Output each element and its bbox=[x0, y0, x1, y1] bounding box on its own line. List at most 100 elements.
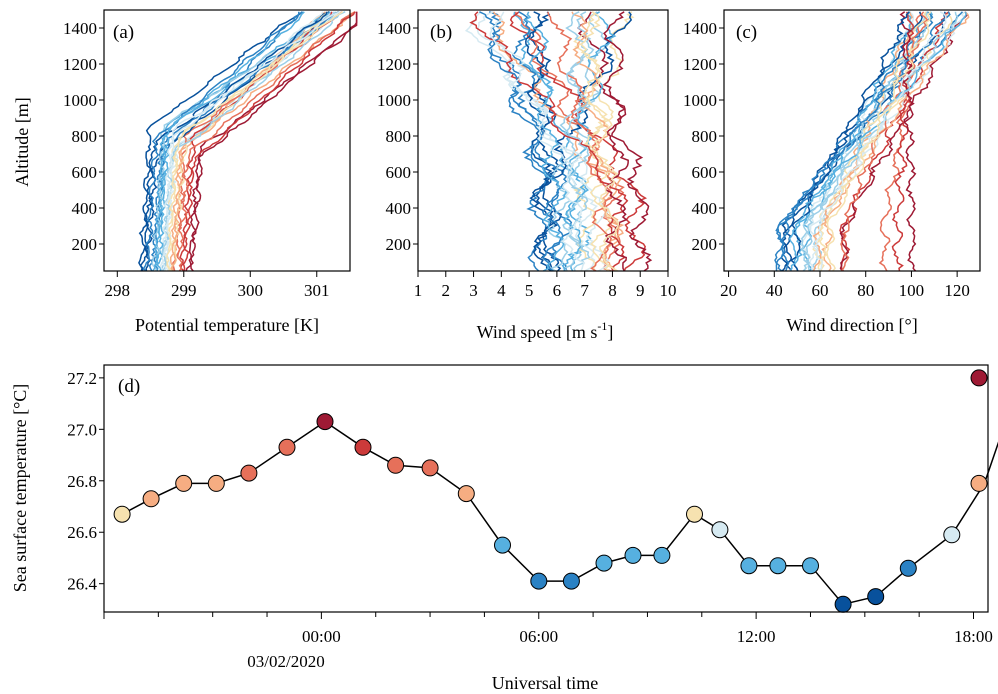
panel-b-ticks: 200 400 600 800 1000 1200 1400 1 2 3 4 5 6 7 8 9 10 bbox=[377, 19, 677, 300]
x-tick-label: 1 bbox=[414, 281, 423, 300]
y-tick-label: 1000 bbox=[63, 91, 97, 110]
panel-b: (b) 2004006008001000120014001 2 3 4 5 6 7 8 9 10 … bbox=[377, 10, 677, 342]
x-tick-label: 300 bbox=[238, 281, 264, 300]
y-tick-label: 400 bbox=[72, 199, 98, 218]
x-tick-label: 8 bbox=[608, 281, 617, 300]
y-tick-label: 200 bbox=[692, 235, 718, 254]
y-tick-label: 800 bbox=[692, 127, 718, 146]
sst-point bbox=[531, 573, 547, 589]
profile-line bbox=[162, 12, 345, 271]
profile-line bbox=[173, 12, 342, 271]
profile-line bbox=[823, 12, 913, 271]
sst-point bbox=[654, 547, 670, 563]
sst-point bbox=[971, 475, 987, 491]
x-tick-label: 6 bbox=[553, 281, 562, 300]
panel-c-xlabel: Wind direction [°] bbox=[786, 315, 917, 335]
y-tick-label: 26.8 bbox=[67, 472, 97, 491]
sst-point bbox=[687, 506, 703, 522]
sst-point bbox=[944, 527, 960, 543]
y-tick-label: 27.0 bbox=[67, 420, 97, 439]
sst-point bbox=[208, 475, 224, 491]
y-tick-label: 600 bbox=[72, 163, 98, 182]
x-tick-label: 100 bbox=[899, 281, 925, 300]
x-tick-label: 120 bbox=[944, 281, 970, 300]
x-tick-label: 18:00 bbox=[954, 627, 993, 646]
x-tick-label: 10 bbox=[660, 281, 677, 300]
sst-point bbox=[835, 596, 851, 612]
x-tick-label: 00:00 bbox=[302, 627, 341, 646]
panel-d-ylabel: Sea surface temperature [°C] bbox=[10, 384, 30, 593]
panel-b-label: (b) bbox=[430, 22, 452, 43]
y-tick-label: 1400 bbox=[377, 19, 411, 38]
sst-point bbox=[495, 537, 511, 553]
sst-point bbox=[458, 486, 474, 502]
x-tick-label: 80 bbox=[857, 281, 874, 300]
sst-point bbox=[868, 589, 884, 605]
y-tick-label: 400 bbox=[386, 199, 412, 218]
y-tick-label: 1000 bbox=[377, 91, 411, 110]
sst-point bbox=[741, 558, 757, 574]
sst-line bbox=[122, 378, 998, 604]
panel-a: (a) 200 400 600 800 1000 1200 1400 298 299 300 301… bbox=[12, 10, 357, 335]
sst-point bbox=[279, 439, 295, 455]
y-tick-label: 27.2 bbox=[67, 369, 97, 388]
profile-line bbox=[790, 12, 967, 271]
y-tick-label: 1000 bbox=[683, 91, 717, 110]
y-tick-label: 200 bbox=[386, 235, 412, 254]
sst-point bbox=[422, 460, 438, 476]
y-tick-label: 400 bbox=[692, 199, 718, 218]
sst-point bbox=[355, 439, 371, 455]
sst-point bbox=[596, 555, 612, 571]
x-tick-label: 298 bbox=[105, 281, 131, 300]
profile-line bbox=[178, 12, 356, 271]
panel-b-xlabel-sup: -1 bbox=[597, 319, 607, 333]
y-tick-label: 600 bbox=[386, 163, 412, 182]
sst-point bbox=[388, 457, 404, 473]
sst-point bbox=[176, 475, 192, 491]
sst-point bbox=[114, 506, 130, 522]
x-tick-label: 12:00 bbox=[737, 627, 776, 646]
panel-a-xlabel: Potential temperature [K] bbox=[135, 315, 319, 335]
y-tick-label: 600 bbox=[692, 163, 718, 182]
sst-point bbox=[241, 465, 257, 481]
sst-point bbox=[971, 370, 987, 386]
panel-d-xlabel: Universal time bbox=[492, 673, 598, 693]
panel-c: (c) 200 400 600 800 1000 1200 1400 20 40 60 80 100 1… bbox=[683, 10, 980, 335]
sst-point bbox=[900, 560, 916, 576]
panel-d: (d) 26.426.626.827.027.200:00 06:00 12:00 1… bbox=[10, 365, 998, 693]
panel-b-xlabel-end: ] bbox=[607, 322, 613, 342]
y-tick-label: 1200 bbox=[683, 55, 717, 74]
panel-d-ticks: 26.4 26.6 26.8 27.0 27.2 00:00 06:00 12:00 18:00 bbox=[67, 369, 993, 646]
x-tick-label: 60 bbox=[812, 281, 829, 300]
panel-b-profiles bbox=[466, 12, 651, 271]
panel-d-frame bbox=[104, 365, 988, 612]
panel-d-series-line bbox=[122, 378, 998, 604]
x-tick-label: 06:00 bbox=[519, 627, 558, 646]
y-tick-label: 26.4 bbox=[67, 575, 97, 594]
x-tick-label: 299 bbox=[171, 281, 197, 300]
x-tick-label: 301 bbox=[304, 281, 330, 300]
x-tick-label: 9 bbox=[636, 281, 645, 300]
x-tick-label: 4 bbox=[497, 281, 506, 300]
sst-point bbox=[803, 558, 819, 574]
x-tick-label: 3 bbox=[469, 281, 478, 300]
y-tick-label: 800 bbox=[386, 127, 412, 146]
sst-point bbox=[563, 573, 579, 589]
y-tick-label: 800 bbox=[72, 127, 98, 146]
panel-c-profiles bbox=[775, 12, 969, 271]
y-tick-label: 200 bbox=[72, 235, 98, 254]
sst-point bbox=[143, 491, 159, 507]
x-tick-label: 2 bbox=[442, 281, 451, 300]
x-tick-label: 7 bbox=[580, 281, 589, 300]
sst-point bbox=[770, 558, 786, 574]
y-tick-label: 1400 bbox=[683, 19, 717, 38]
sst-point bbox=[625, 547, 641, 563]
x-tick-label: 20 bbox=[720, 281, 737, 300]
y-tick-label: 1200 bbox=[63, 55, 97, 74]
sst-point bbox=[317, 414, 333, 430]
panel-d-date-label: 03/02/2020 bbox=[247, 652, 324, 671]
panel-d-label: (d) bbox=[118, 376, 140, 397]
profile-line bbox=[186, 12, 357, 271]
panel-a-ylabel: Altitude [m] bbox=[12, 97, 32, 186]
